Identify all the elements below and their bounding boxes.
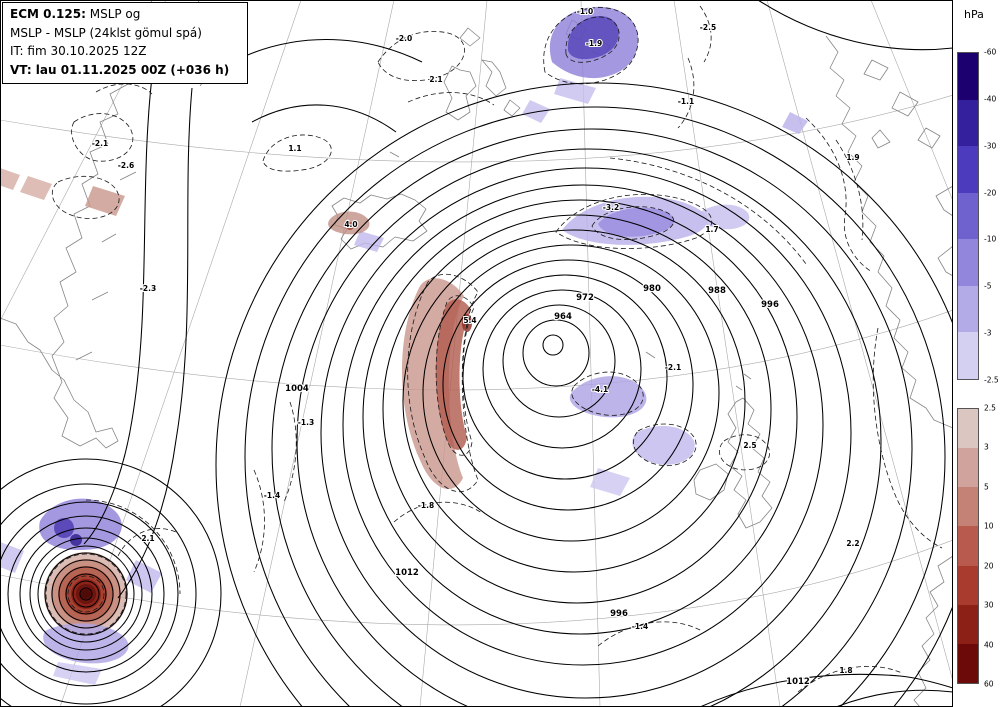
model-label: ECM 0.125: [10, 7, 86, 21]
svg-text:964: 964 [554, 312, 572, 322]
svg-text:-2.1: -2.1 [665, 363, 681, 372]
greenland-coast [0, 0, 153, 449]
negative-colorbar-labels: -60 -40 -30 -20 -10 -5 -3 -2.5 [984, 47, 999, 385]
svg-text:-1.4: -1.4 [632, 622, 648, 631]
title-box: ECM 0.125: MSLP og MSLP - MSLP (24klst g… [2, 2, 248, 85]
isobars [0, 0, 953, 707]
svg-text:4.0: 4.0 [344, 220, 357, 229]
europe-coast [913, 555, 953, 707]
svg-text:2.2: 2.2 [846, 539, 859, 548]
isobar-labels: 964 972 980 988 996 1004 996 1012 1012 [284, 283, 811, 689]
svg-text:-1.8: -1.8 [418, 501, 434, 510]
svg-text:1012: 1012 [786, 677, 810, 687]
positive-colorbar: 2.5 3 5 10 20 30 40 60 [957, 404, 996, 687]
valid-time: VT: lau 01.11.2025 00Z (+036 h) [10, 62, 230, 77]
diff-description: MSLP - MSLP (24klst gömul spá) [10, 25, 202, 40]
svg-text:1004: 1004 [285, 384, 309, 394]
coastlines [0, 0, 953, 707]
svalbard-coast [443, 27, 521, 121]
svg-text:-1.1: -1.1 [678, 97, 694, 106]
svg-text:1.8: 1.8 [839, 666, 852, 675]
svg-text:5.4: 5.4 [463, 316, 476, 325]
svg-text:988: 988 [708, 286, 726, 296]
negative-colorbar-segments [957, 52, 979, 380]
pressure-change-contours [45, 5, 943, 693]
colorbar-legend: hPa -60 -40 -30 -20 -10 -5 -3 -2.5 2.5 3 5 10 20 30 4… [953, 0, 1000, 707]
svg-text:2.1: 2.1 [141, 534, 154, 543]
legend-unit-label: hPa [964, 8, 984, 21]
svg-text:-2.6: -2.6 [118, 161, 134, 170]
svg-text:-1.4: -1.4 [264, 491, 280, 500]
svg-text:-4.1: -4.1 [592, 385, 608, 394]
negative-colorbar: -60 -40 -30 -20 -10 -5 -3 -2.5 [957, 48, 999, 383]
svg-text:-3.2: -3.2 [603, 203, 619, 212]
svg-text:-1.0: -1.0 [577, 7, 593, 16]
svg-text:1012: 1012 [395, 568, 419, 578]
svg-text:996: 996 [761, 300, 779, 310]
graticule-lines [0, 0, 953, 707]
svg-text:-1.9: -1.9 [586, 39, 602, 48]
svg-text:996: 996 [610, 609, 628, 619]
title-line: ECM 0.125: MSLP og [10, 5, 240, 24]
svg-text:-2.1: -2.1 [92, 139, 108, 148]
britain-coast [727, 397, 773, 529]
svg-text:980: 980 [643, 284, 661, 294]
svg-text:-2.3: -2.3 [140, 284, 156, 293]
pressure-change-labels: -2.1 -2.6 1.1 -2.0 2.1 -1.0 -1.9 -2.5 -1.1 -3.2 1.… [91, 6, 861, 676]
iceland-coast [331, 193, 428, 250]
svg-text:1.1: 1.1 [288, 144, 301, 153]
svg-text:972: 972 [576, 293, 594, 303]
positive-colorbar-segments [957, 408, 979, 684]
svg-text:-1.3: -1.3 [298, 418, 314, 427]
norway-coast [825, 35, 953, 429]
fields-label: MSLP og [89, 7, 141, 21]
svg-text:-2.5: -2.5 [700, 23, 716, 32]
svg-text:-2.0: -2.0 [396, 34, 412, 43]
svg-text:1.9: 1.9 [846, 153, 859, 162]
svg-text:2.1: 2.1 [429, 75, 442, 84]
svg-text:1.7: 1.7 [705, 225, 718, 234]
ireland-coast [693, 463, 729, 501]
positive-colorbar-labels: 2.5 3 5 10 20 30 40 60 [984, 403, 996, 689]
weather-map: 964 972 980 988 996 1004 996 1012 1012 -2.1 -2.6 1… [0, 0, 953, 707]
svg-text:2.5: 2.5 [743, 441, 756, 450]
init-time: IT: fim 30.10.2025 12Z [10, 44, 147, 59]
